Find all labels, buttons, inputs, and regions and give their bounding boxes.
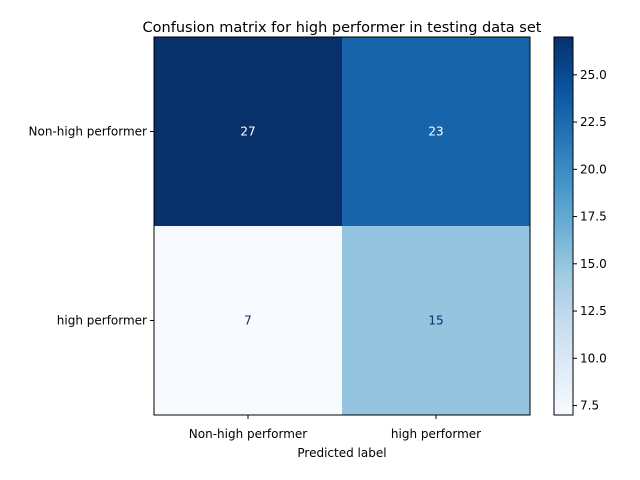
x-tick-label: high performer	[391, 427, 481, 441]
y-tick-label: Non-high performer	[29, 125, 148, 139]
y-axis-ticks: Non-high performer high performer	[29, 125, 154, 328]
colorbar-tick-label: 25.0	[580, 68, 607, 82]
cell-value-label: 27	[240, 125, 255, 139]
colorbar-tick-label: 22.5	[580, 115, 607, 129]
matrix-cell	[342, 37, 530, 226]
colorbar-tick-label: 7.5	[580, 399, 599, 413]
matrix-cell-labels: 27 23 7 15	[240, 125, 443, 328]
matrix-cell	[342, 226, 530, 415]
matrix-cell	[154, 226, 342, 415]
colorbar-tick-label: 12.5	[580, 304, 607, 318]
cell-value-label: 23	[428, 125, 443, 139]
colorbar	[553, 36, 574, 416]
chart-title: Confusion matrix for high performer in t…	[143, 20, 542, 36]
matrix-frame	[153, 36, 531, 416]
matrix-cells	[154, 37, 530, 415]
colorbar-ticks: 7.5 10.0 12.5 15.0 17.5 20.0 22.5 25.0	[573, 68, 607, 413]
x-axis-ticks: Non-high performer high performer	[189, 415, 481, 441]
cell-value-label: 7	[244, 314, 252, 328]
colorbar-tick-label: 20.0	[580, 162, 607, 176]
colorbar-tick-label: 15.0	[580, 257, 607, 271]
cell-value-label: 15	[428, 314, 443, 328]
y-tick-label: high performer	[57, 314, 147, 328]
x-axis-label: Predicted label	[297, 446, 386, 460]
colorbar-tick-label: 17.5	[580, 210, 607, 224]
matrix-cell	[154, 37, 342, 226]
colorbar-tick-label: 10.0	[580, 351, 607, 365]
x-tick-label: Non-high performer	[189, 427, 308, 441]
